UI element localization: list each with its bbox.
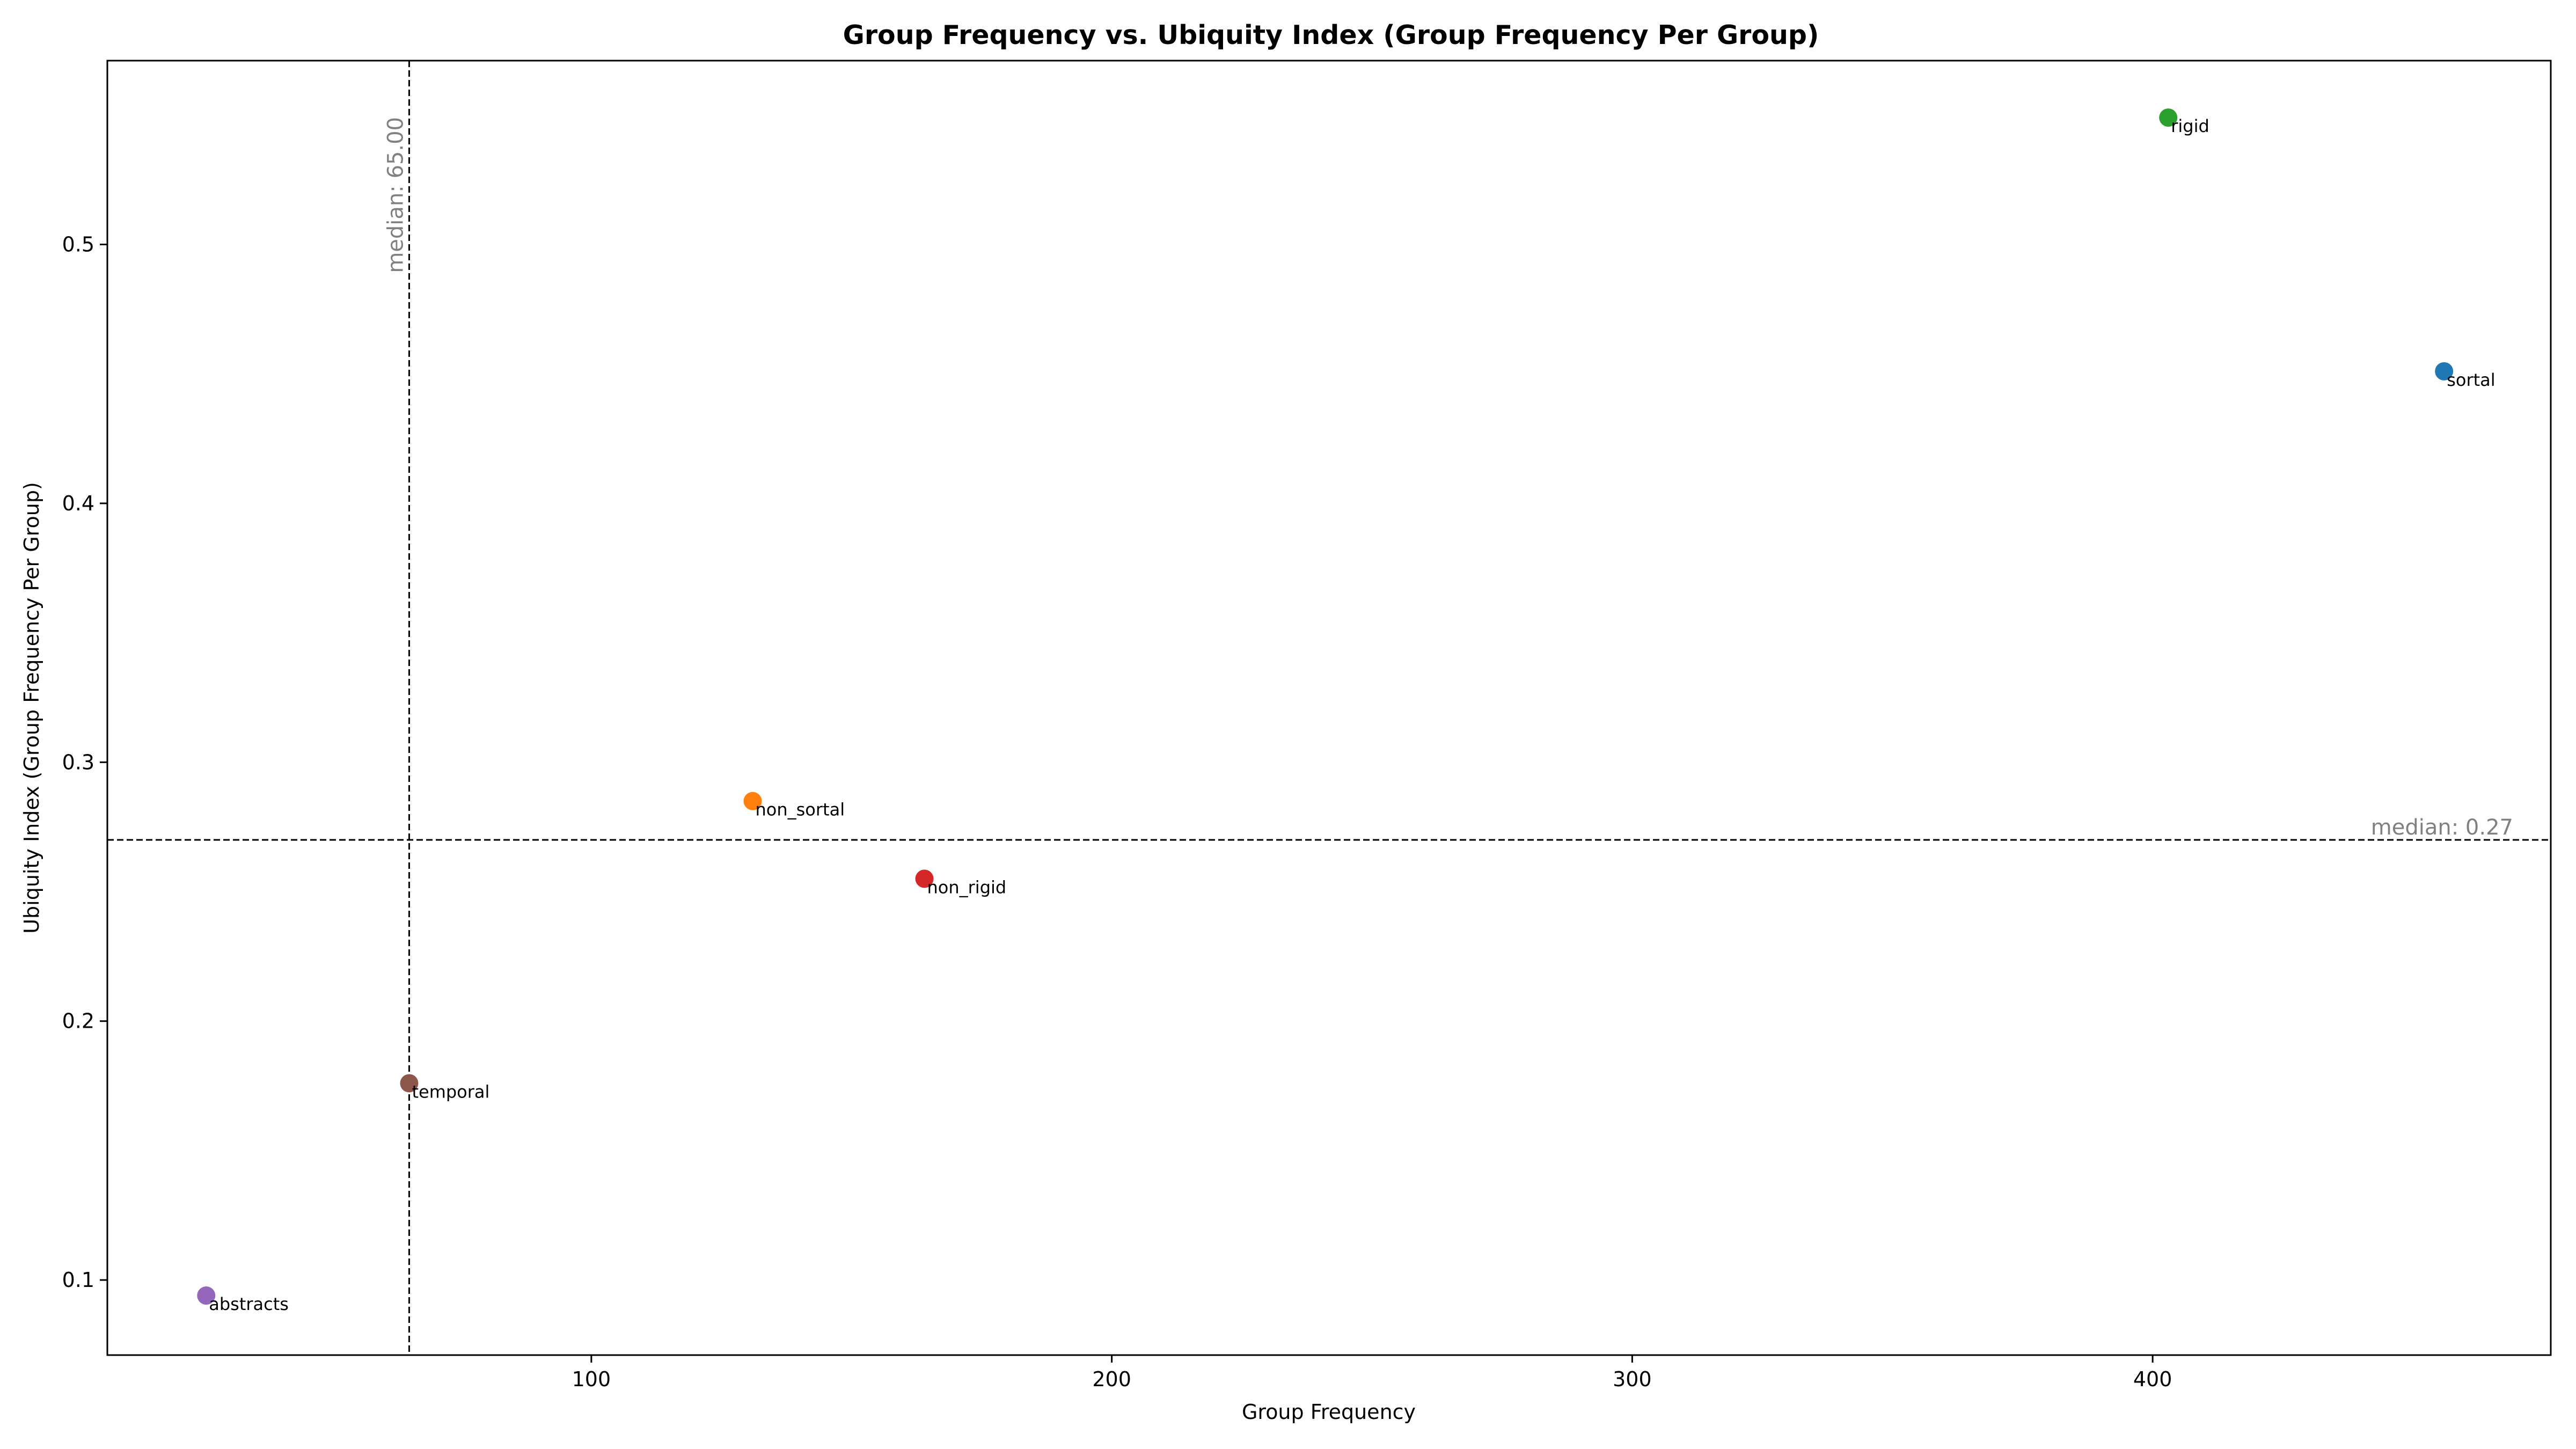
point-temporal bbox=[400, 1074, 419, 1093]
x-axis-ticks: 100 200 300 400 bbox=[572, 1355, 2172, 1391]
y-axis-label: Ubiquity Index (Group Frequency Per Grou… bbox=[20, 482, 43, 934]
data-points: sortal non_sortal rigid non_rigid abstracts t… bbox=[197, 108, 2496, 1314]
point-non-rigid bbox=[915, 869, 934, 888]
point-sortal bbox=[2435, 362, 2454, 380]
chart-title: Group Frequency vs. Ubiquity Index (Grou… bbox=[843, 20, 1819, 50]
x-tick-label: 200 bbox=[1092, 1367, 1131, 1391]
x-tick-label: 100 bbox=[572, 1367, 611, 1391]
plot-frame bbox=[106, 60, 2552, 1356]
y-tick-label: 0.5 bbox=[62, 233, 94, 257]
point-label-temporal: temporal bbox=[412, 1081, 489, 1102]
y-tick-label: 0.4 bbox=[62, 492, 94, 515]
point-label-sortal: sortal bbox=[2447, 370, 2495, 390]
x-tick-label: 400 bbox=[2133, 1367, 2172, 1391]
point-abstracts bbox=[197, 1286, 216, 1305]
point-label-abstracts: abstracts bbox=[209, 1294, 289, 1314]
y-axis-ticks: 0.1 0.2 0.3 0.4 0.5 bbox=[62, 233, 107, 1292]
point-rigid bbox=[2159, 108, 2178, 127]
y-tick-label: 0.1 bbox=[62, 1268, 94, 1292]
point-label-non-rigid: non_rigid bbox=[927, 877, 1007, 897]
median-x-label: median: 65.00 bbox=[383, 117, 408, 273]
median-y-label: median: 0.27 bbox=[2371, 815, 2513, 840]
point-label-non-sortal: non_sortal bbox=[755, 800, 845, 820]
x-axis-label: Group Frequency bbox=[1242, 1400, 1416, 1424]
y-tick-label: 0.3 bbox=[62, 750, 94, 774]
median-lines: median: 65.00 median: 0.27 bbox=[107, 61, 2551, 1355]
y-tick-label: 0.2 bbox=[62, 1009, 94, 1033]
x-tick-label: 300 bbox=[1613, 1367, 1652, 1391]
point-label-rigid: rigid bbox=[2171, 116, 2209, 136]
point-non-sortal bbox=[743, 792, 762, 810]
